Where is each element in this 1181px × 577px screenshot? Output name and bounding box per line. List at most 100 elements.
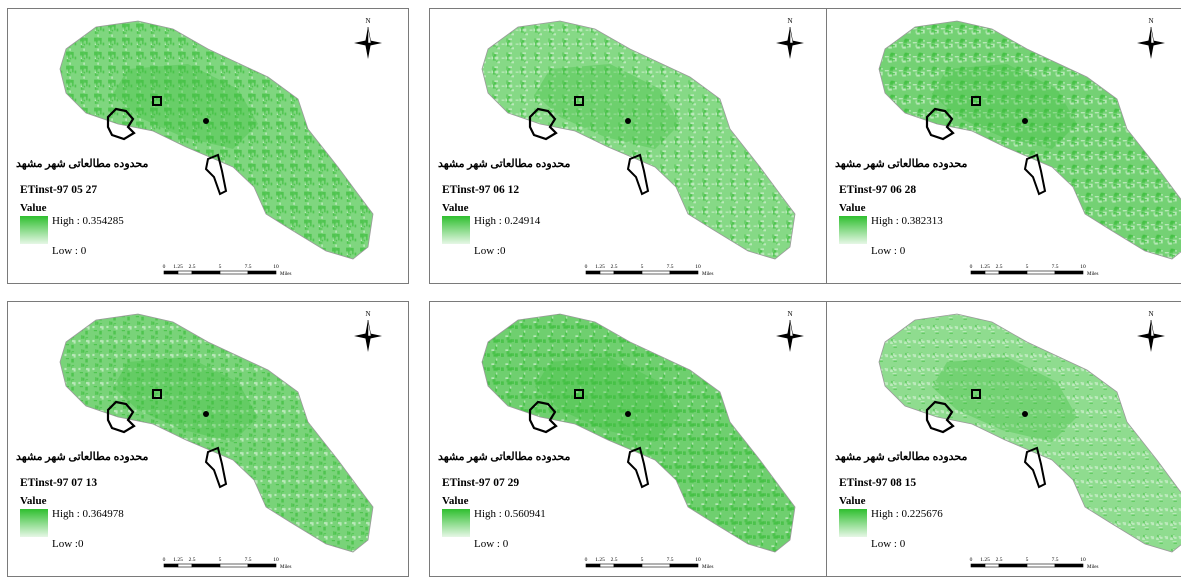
boundary-west [528, 400, 558, 434]
boundary-small [971, 96, 981, 106]
scale-segment [219, 563, 249, 568]
scale-tick-label: 1.25 [980, 264, 990, 270]
scale-tick-label: 1.25 [173, 264, 183, 270]
scale-segment [219, 270, 249, 275]
scale-tick-label: 1.25 [173, 557, 183, 563]
boundary-west [106, 107, 136, 141]
region-title: محدوده مطالعاتی شهر مشهد [438, 451, 571, 463]
map-panel: N محدوده مطالعاتی شهر مشهد ETinst-97 08 15… [826, 301, 1181, 577]
map-panel: N محدوده مطالعاتی شهر مشهد ETinst-97 07 13… [7, 301, 409, 577]
scale-segment [998, 563, 1028, 568]
scale-segment [599, 563, 615, 568]
region-title: محدوده مطالعاتی شهر مشهد [835, 158, 968, 170]
layer-name: ETinst-97 06 28 [839, 184, 917, 196]
boundary-south [626, 153, 650, 196]
scale-tick-label: 7.5 [667, 557, 674, 563]
scale-tick-label: 5 [1026, 264, 1029, 270]
legend-low-label: Low : 0 [871, 538, 906, 550]
scale-tick-label: 2.5 [611, 557, 618, 563]
legend-value-label: Value [442, 202, 469, 214]
study-area-map [878, 20, 1181, 260]
scale-tick-label: 10 [1080, 557, 1086, 563]
layer-name: ETinst-97 07 29 [442, 477, 520, 489]
scale-segment [641, 563, 671, 568]
boundary-small [574, 96, 584, 106]
raster-core [113, 64, 258, 149]
scale-segment [585, 270, 601, 275]
scale-tick-label: 10 [273, 557, 279, 563]
boundary-south [1023, 446, 1047, 489]
legend-low-label: Low : 0 [871, 245, 906, 257]
study-area-raster [878, 313, 1181, 553]
north-letter: N [365, 310, 370, 318]
north-arrow-icon: N [1137, 310, 1165, 352]
scale-segment [984, 563, 1000, 568]
scale-segment [1026, 270, 1056, 275]
scale-tick-label: 2.5 [189, 264, 196, 270]
legend-value-label: Value [442, 495, 469, 507]
legend-high-label: High : 0.364978 [52, 508, 124, 520]
scale-tick-label: 0 [970, 557, 973, 563]
study-area-map [59, 313, 374, 553]
scale-segment [669, 270, 699, 275]
scale-tick-label: 1.25 [980, 557, 990, 563]
legend-value-label: Value [20, 202, 47, 214]
region-title: محدوده مطالعاتی شهر مشهد [16, 158, 149, 170]
scale-tick-label: 2.5 [611, 264, 618, 270]
north-arrow-icon: N [354, 310, 382, 352]
boundary-west [925, 400, 955, 434]
study-area-raster [481, 20, 796, 260]
boundary-small [574, 389, 584, 399]
scale-tick-label: 5 [641, 557, 644, 563]
region-title: محدوده مطالعاتی شهر مشهد [16, 451, 149, 463]
scale-unit: Miles [1087, 565, 1098, 570]
scale-tick-label: 5 [219, 557, 222, 563]
scale-segment [1026, 563, 1056, 568]
legend-low-label: Low : 0 [474, 538, 509, 550]
raster-core [113, 357, 258, 442]
legend-high-label: High : 0.24914 [474, 215, 541, 227]
legend-value-label: Value [839, 202, 866, 214]
legend-color-ramp [839, 509, 867, 537]
scale-segment [177, 563, 193, 568]
legend-low-label: Low :0 [52, 538, 84, 550]
legend-value-label: Value [839, 495, 866, 507]
boundary-small [152, 96, 162, 106]
scale-tick-label: 7.5 [1052, 264, 1059, 270]
scale-tick-label: 1.25 [595, 264, 605, 270]
legend-high-label: High : 0.560941 [474, 508, 546, 520]
north-letter: N [1148, 310, 1153, 318]
raster-core [535, 64, 680, 149]
scale-segment [669, 563, 699, 568]
scale-segment [191, 563, 221, 568]
layer-name: ETinst-97 07 13 [20, 477, 98, 489]
scale-tick-label: 10 [273, 264, 279, 270]
scale-tick-label: 0 [970, 264, 973, 270]
scale-segment [613, 563, 643, 568]
city-point [1022, 118, 1028, 124]
north-letter: N [787, 17, 792, 25]
boundary-south [204, 153, 228, 196]
scale-segment [641, 270, 671, 275]
boundary-south [626, 446, 650, 489]
scale-tick-label: 7.5 [1052, 557, 1059, 563]
layer-name: ETinst-97 06 12 [442, 184, 520, 196]
north-arrow-icon: N [354, 17, 382, 59]
legend-value-label: Value [20, 495, 47, 507]
boundary-small [152, 389, 162, 399]
study-area-raster [481, 313, 796, 553]
legend-color-ramp [442, 509, 470, 537]
legend-high-label: High : 0.354285 [52, 215, 124, 227]
scale-tick-label: 7.5 [667, 264, 674, 270]
scale-segment [191, 270, 221, 275]
boundary-west [528, 107, 558, 141]
scale-unit: Miles [702, 565, 713, 570]
legend-color-ramp [20, 509, 48, 537]
scale-tick-label: 7.5 [245, 557, 252, 563]
scale-unit: Miles [1087, 272, 1098, 277]
city-point [1022, 411, 1028, 417]
